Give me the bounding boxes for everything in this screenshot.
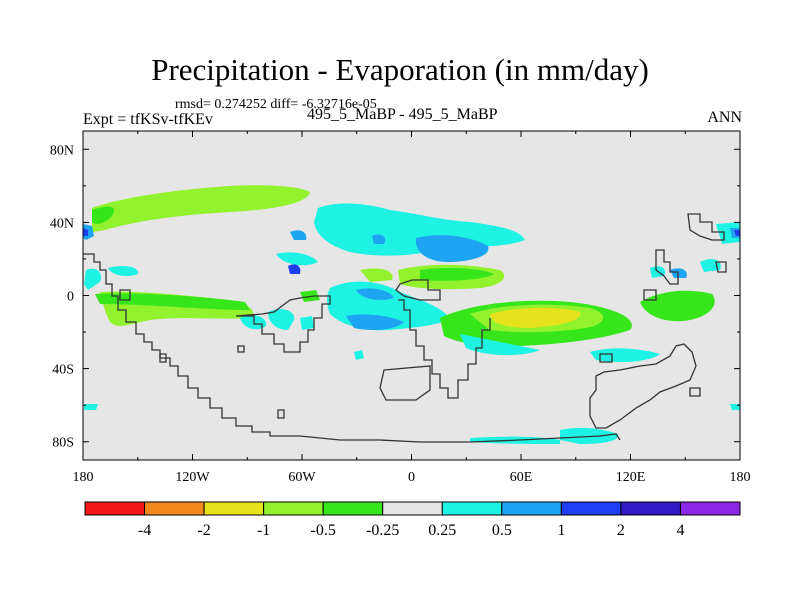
field-cyan-amazon-2 <box>300 316 314 330</box>
colorbar-label: -2 <box>197 522 210 539</box>
field-cyan-wpacific <box>650 266 666 278</box>
field-cyan-west <box>84 268 102 290</box>
coast-southern-island <box>379 365 431 401</box>
lon-label: 120E <box>616 470 646 485</box>
coast-island-8 <box>119 289 131 301</box>
field-yellow-indian <box>490 307 581 328</box>
coast-africa <box>398 299 491 399</box>
colorbar-box <box>560 501 622 516</box>
map-background <box>83 131 740 460</box>
coast-island-7 <box>643 289 657 301</box>
lon-label: 60W <box>288 470 316 485</box>
lon-label: 120W <box>175 470 210 485</box>
colorbar-box <box>203 501 265 516</box>
axis-ticks <box>82 131 741 460</box>
lon-label: 180 <box>730 470 751 485</box>
coast-south-america-antarctica <box>83 253 621 443</box>
coast-island-3 <box>237 345 245 353</box>
colorbar-box <box>84 501 146 516</box>
coast-island-4 <box>277 409 285 419</box>
lat-label: 80S <box>52 436 74 451</box>
colorbar-label: -0.25 <box>366 522 399 539</box>
colorbar-box <box>382 501 443 516</box>
field-darkblue-gulf <box>288 264 301 274</box>
lat-label: 80N <box>50 143 74 158</box>
colorbar-box <box>679 501 741 516</box>
coast-kamchatka <box>687 213 725 241</box>
colorbar-label: -4 <box>138 522 151 539</box>
colorbar-box <box>501 501 562 516</box>
colorbar-label: 2 <box>617 522 625 539</box>
plot-title: Precipitation - Evaporation (in mm/day) <box>151 52 649 87</box>
field-cyan-gulf <box>276 252 318 266</box>
colorbar-label: -1 <box>257 522 270 539</box>
field-cyan-australia <box>590 348 660 362</box>
colorbar-label: 0.5 <box>492 522 512 539</box>
lon-label: 180 <box>73 470 94 485</box>
field-green-wpacific <box>640 290 715 322</box>
field-darkblue-west <box>83 228 88 236</box>
field-green-wafrica <box>360 268 393 282</box>
coastlines <box>83 213 727 443</box>
latitude-labels: 80N 40N 0 40S 80S <box>50 143 74 450</box>
colorbar-label: 1 <box>557 522 565 539</box>
coast-island-5 <box>689 387 701 397</box>
lon-label: 60E <box>510 470 533 485</box>
field-blue-natlantic <box>415 235 489 262</box>
coast-island-1 <box>715 261 727 273</box>
coast-south-america <box>235 295 331 353</box>
case-label: 495_5_MaBP - 495_5_MaBP <box>307 106 498 123</box>
colorbar-box <box>620 501 681 516</box>
field-blue-tatlantic-2 <box>356 288 394 300</box>
field-blue-natlantic-2 <box>372 234 386 244</box>
field-cyan-amazon <box>268 309 295 330</box>
longitude-labels: 180 120W 60W 0 60E 120E 180 <box>73 470 751 485</box>
colorbar-box <box>144 501 205 516</box>
colorbar-box <box>263 501 324 516</box>
coast-east-asia <box>655 249 679 285</box>
colorbar-box <box>441 501 503 516</box>
anomaly-fields <box>83 185 740 444</box>
field-cyan-indian <box>460 334 540 356</box>
field-green-nafrica-core <box>420 267 494 281</box>
colorbar <box>84 501 741 516</box>
field-green-npacific-edge <box>92 206 114 224</box>
field-cyan-spot <box>108 266 139 276</box>
colorbar-label: -0.5 <box>311 522 336 539</box>
lat-label: 40N <box>50 216 74 231</box>
coast-west-africa <box>395 279 441 301</box>
field-cyan-central-america <box>240 315 267 330</box>
field-cyan-east-edge <box>716 222 740 244</box>
coast-island-6 <box>599 353 613 363</box>
season-label: ANN <box>707 109 742 126</box>
coast-island-2 <box>159 353 167 363</box>
field-cyan-south-atlantic <box>354 350 364 360</box>
field-green-eqpacific-core <box>95 293 250 310</box>
lat-label: 0 <box>67 290 74 305</box>
experiment-label: Expt = tfKSv-tfKEv <box>83 111 213 128</box>
stats-line: rmsd= 0.274252 diff= -6.32716e-05 <box>175 97 377 112</box>
coast-australia <box>589 343 697 429</box>
field-darkblue-east-edge <box>734 230 740 236</box>
colorbar-box <box>322 501 384 516</box>
lon-label: 0 <box>408 470 415 485</box>
colorbar-label: 0.25 <box>428 522 456 539</box>
field-blue-tatlantic <box>346 314 404 330</box>
field-blue-caribbean <box>290 230 307 240</box>
field-green-npacific <box>92 185 310 232</box>
colorbar-labels: -4 -2 -1 -0.5 -0.25 0.25 0.5 1 2 4 <box>138 522 685 539</box>
colorbar-label: 4 <box>676 522 684 539</box>
lat-label: 40S <box>52 363 74 378</box>
field-cyan-southern-west <box>84 404 98 410</box>
